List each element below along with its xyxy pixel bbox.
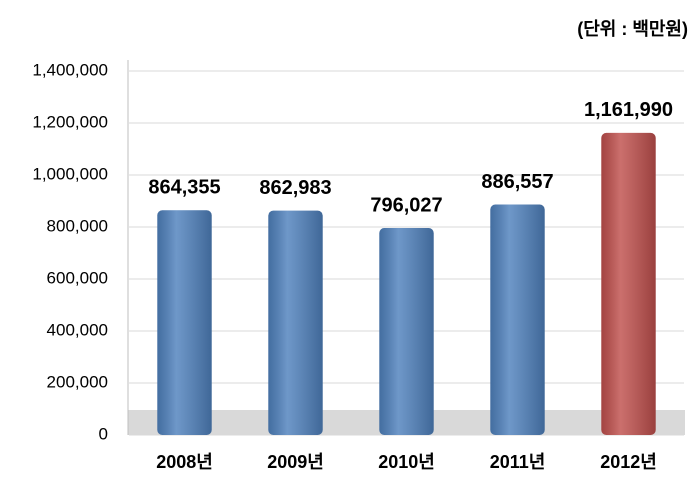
- y-tick-label: 600,000: [47, 268, 108, 287]
- y-tick-label: 1,400,000: [32, 60, 108, 79]
- value-label: 796,027: [370, 194, 442, 216]
- x-tick-label: 2011년: [490, 452, 546, 472]
- x-tick-label: 2008년: [156, 452, 213, 472]
- value-label: 862,983: [259, 177, 331, 199]
- x-tick-label: 2010년: [378, 452, 435, 472]
- y-tick-label: 1,200,000: [32, 112, 108, 131]
- unit-label: (단위 : 백만원): [577, 19, 688, 39]
- y-tick-label: 800,000: [47, 216, 108, 235]
- x-tick-label: 2009년: [267, 452, 324, 472]
- bar-shade: [379, 228, 434, 435]
- value-label: 886,557: [481, 171, 553, 193]
- y-tick-label: 0: [99, 424, 108, 443]
- bar-shade: [268, 210, 323, 435]
- value-label: 1,161,990: [584, 99, 673, 121]
- bar-shade: [490, 204, 545, 435]
- bar-shade: [157, 210, 212, 435]
- y-tick-label: 400,000: [47, 320, 108, 339]
- y-tick-label: 200,000: [47, 372, 108, 391]
- y-tick-label: 1,000,000: [32, 164, 108, 183]
- x-tick-label: 2012년: [600, 452, 657, 472]
- value-label: 864,355: [148, 177, 220, 199]
- bar-shade: [601, 132, 656, 435]
